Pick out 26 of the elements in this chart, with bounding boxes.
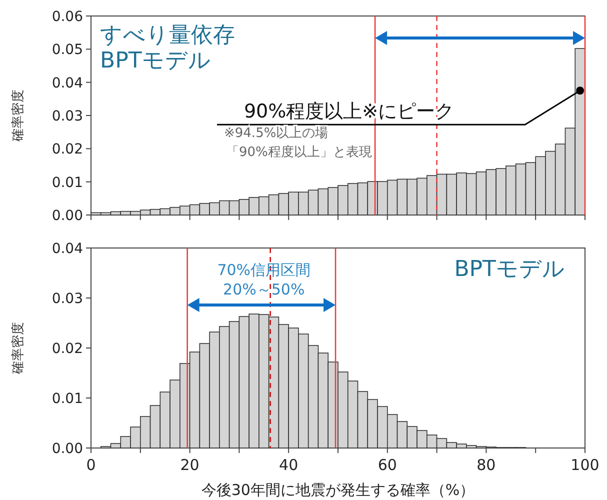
y-tick-label: 0.01 <box>52 174 83 191</box>
y-tick-label: 0.05 <box>52 42 83 58</box>
y-tick-label: 0.00 <box>52 441 83 457</box>
text: すべり量依存 BPTモデル <box>100 23 235 74</box>
y-tick-label: 0.01 <box>52 391 83 407</box>
x-tick-label: 80 <box>476 456 496 474</box>
x-tick-label: 0 <box>86 456 96 474</box>
x-tick-label: 100 <box>570 456 600 474</box>
x-tick-label: 20 <box>180 456 200 474</box>
annotation: 70%信用区間 20%～50% <box>217 261 311 298</box>
y-axis-title: 確率密度 <box>10 90 26 142</box>
x-tick-label: 60 <box>378 456 397 474</box>
annotation: 「90%程度以上」と表現 <box>226 144 372 160</box>
y-tick-label: 0.03 <box>52 291 83 307</box>
chart-title: BPTモデル <box>454 257 565 282</box>
y-tick-label: 0.02 <box>52 341 83 357</box>
y-tick-label: 0.03 <box>52 108 83 124</box>
y-tick-label: 0.02 <box>52 142 83 158</box>
y-tick-label: 0.00 <box>52 208 83 224</box>
y-tick-label: 0.04 <box>52 241 84 257</box>
x-tick-label: 40 <box>279 456 298 474</box>
y-tick-label: 0.06 <box>52 9 84 25</box>
annotation: ※94.5%以上の場 <box>224 126 328 141</box>
x-axis-title: 今後30年間に地震が発生する確率（%） <box>201 481 475 499</box>
y-axis-title: 確率密度 <box>10 322 26 375</box>
y-tick-label: 0.04 <box>52 75 84 92</box>
